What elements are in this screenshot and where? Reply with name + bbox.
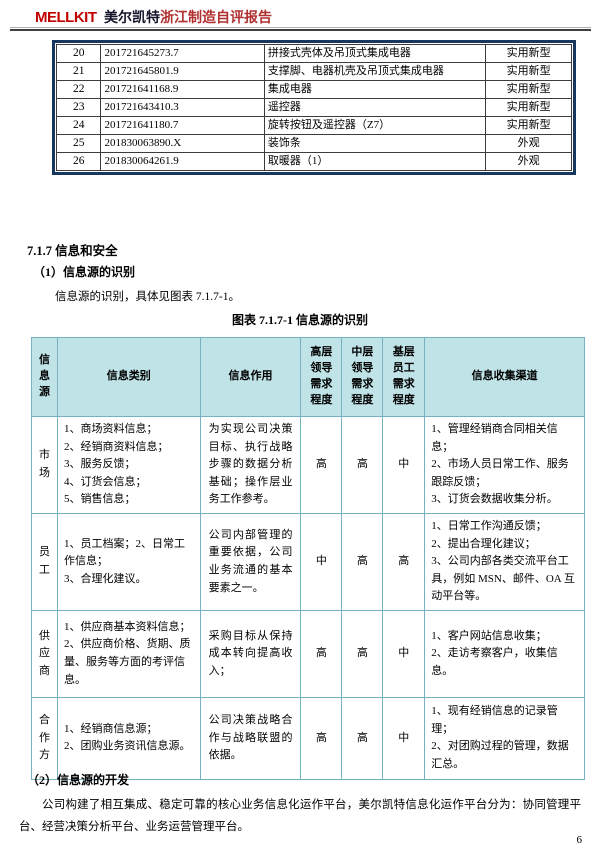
info-role-cell: 采购目标从保持成本转向提高收入； [199,609,302,698]
demand-senior-cell: 高 [300,416,343,514]
demand-grassroots-cell: 高 [382,512,426,611]
demand-senior-cell: 高 [300,696,343,780]
demand-middle-cell: 高 [341,696,384,780]
patent-number-cell: 201721645801.9 [100,62,265,81]
patents-table-row: 21 201721645801.9 支撑脚、电器机壳及吊顶式集成电器 实用新型 [55,62,572,81]
info-table-row: 员 工 1、员工档案；2、日常工作信息； 3、合理化建议。 公司内部管理的重要依… [31,512,585,611]
patent-type-cell: 外观 [485,152,572,171]
page-number: 6 [576,834,583,846]
patent-index-cell: 21 [55,62,102,81]
demand-middle-cell: 高 [341,512,384,611]
col-header-middle-demand: 中层 领导 需求 程度 [341,337,384,417]
col-header-senior-demand: 高层 领导 需求 程度 [300,337,343,417]
demand-grassroots-cell: 中 [382,416,426,514]
demand-middle-cell: 高 [341,416,384,514]
patent-index-cell: 23 [55,98,102,117]
header-rule [10,27,591,31]
col-header-role: 信息作用 [199,337,302,417]
patents-table: 20 201721645273.7 拼接式壳体及吊顶式集成电器 实用新型 21 … [52,40,576,175]
col-header-source: 信 息 源 [31,337,58,417]
demand-senior-cell: 中 [300,512,343,611]
patent-name-cell: 拼接式壳体及吊顶式集成电器 [263,44,487,63]
patent-index-cell: 24 [55,116,102,135]
patent-type-cell: 实用新型 [485,44,572,63]
info-source-cell: 市 场 [31,416,58,514]
demand-grassroots-cell: 中 [382,696,426,780]
patent-name-cell: 旋转按钮及遥控器（Z7） [263,116,487,135]
info-category-cell: 1、经销商信息源； 2、团购业务资讯信息源。 [56,696,201,780]
info-source-cell: 供 应 商 [31,609,58,698]
info-role-cell: 公司决策战略合作与战略联盟的依据。 [199,696,302,780]
patent-name-cell: 支撑脚、电器机壳及吊顶式集成电器 [263,62,487,81]
brand-logo-text: MELLKIT [35,9,97,26]
col-header-category: 信息类别 [56,337,201,417]
patent-name-cell: 遥控器 [263,98,487,117]
col-header-channels: 信息收集渠道 [424,337,585,417]
info-role-cell: 公司内部管理的重要依据，公司业务流通的基本要素之一。 [199,512,302,611]
table-caption: 图表 7.1.7-1 信息源的识别 [232,313,368,327]
report-title: 浙江制造自评报告 [160,11,272,26]
patents-table-row: 20 201721645273.7 拼接式壳体及吊顶式集成电器 实用新型 [55,44,572,63]
patent-index-cell: 22 [55,80,102,99]
patent-index-cell: 20 [55,44,102,63]
patent-number-cell: 201830064261.9 [100,152,265,171]
info-channels-cell: 1、日常工作沟通反馈； 2、提出合理化建议； 3、公司内部各类交流平台工具，例如… [424,512,585,611]
info-source-cell: 员 工 [31,512,58,611]
patent-type-cell: 外观 [485,134,572,153]
subsection-2-heading: （2）信息源的开发 [27,773,130,787]
patent-number-cell: 201721643410.3 [100,98,265,117]
patent-number-cell: 201830063890.X [100,134,265,153]
patents-table-row: 23 201721643410.3 遥控器 实用新型 [55,98,572,117]
info-category-cell: 1、员工档案；2、日常工作信息； 3、合理化建议。 [56,512,201,611]
patents-table-row: 26 201830064261.9 取暖器（1） 外观 [55,152,572,171]
info-table-header-row: 信 息 源 信息类别 信息作用 高层 领导 需求 程度 中层 领导 需求 程度 … [31,337,585,417]
patent-name-cell: 取暖器（1） [263,152,487,171]
info-channels-cell: 1、管理经销商合同相关信息； 2、市场人员日常工作、服务跟踪反馈； 3、订货会数… [424,416,585,514]
patents-table-row: 25 201830063890.X 装饰条 外观 [55,134,572,153]
patent-type-cell: 实用新型 [485,80,572,99]
demand-senior-cell: 高 [300,609,343,698]
info-category-cell: 1、商场资料信息； 2、经销商资料信息； 3、服务反馈； 4、订货会信息； 5、… [56,416,201,514]
info-table-row: 供 应 商 1、供应商基本资料信息； 2、供应商价格、货期、质量、服务等方面的考… [31,609,585,698]
patent-name-cell: 集成电器 [263,80,487,99]
patent-name-cell: 装饰条 [263,134,487,153]
patents-table-row: 22 201721641168.9 集成电器 实用新型 [55,80,572,99]
demand-grassroots-cell: 中 [382,609,426,698]
section-heading: 7.1.7 信息和安全 [27,244,118,258]
patent-type-cell: 实用新型 [485,98,572,117]
info-source-cell: 合 作 方 [31,696,58,780]
patents-table-row: 24 201721641180.7 旋转按钮及遥控器（Z7） 实用新型 [55,116,572,135]
patent-number-cell: 201721645273.7 [100,44,265,63]
patent-index-cell: 25 [55,134,102,153]
info-channels-cell: 1、客户网站信息收集； 2、走访考察客户，收集信息。 [424,609,585,698]
patent-number-cell: 201721641168.9 [100,80,265,99]
development-paragraph: 公司构建了相互集成、稳定可靠的核心业务信息化运作平台，美尔凯特信息化运作平台分为… [19,799,581,833]
info-table-row: 市 场 1、商场资料信息； 2、经销商资料信息； 3、服务反馈； 4、订货会信息… [31,416,585,514]
info-category-cell: 1、供应商基本资料信息； 2、供应商价格、货期、质量、服务等方面的考评信息。 [56,609,201,698]
col-header-grassroots-demand: 基层 员工 需求 程度 [382,337,426,417]
info-source-table: 信 息 源 信息类别 信息作用 高层 领导 需求 程度 中层 领导 需求 程度 … [31,337,585,780]
demand-middle-cell: 高 [341,609,384,698]
intro-paragraph: 信息源的识别，具体见图表 7.1.7-1。 [55,291,240,303]
report-header: MELLKIT 美尔凯特浙江制造自评报告 [35,7,272,27]
subsection-1-heading: （1）信息源的识别 [33,265,136,279]
info-channels-cell: 1、现有经销信息的记录管理； 2、对团购过程的管理，数据汇总。 [424,696,585,780]
patent-type-cell: 实用新型 [485,116,572,135]
patent-type-cell: 实用新型 [485,62,572,81]
company-name: 美尔凯特 [104,11,160,26]
info-table-row: 合 作 方 1、经销商信息源； 2、团购业务资讯信息源。 公司决策战略合作与战略… [31,696,585,780]
info-role-cell: 为实现公司决策目标、执行战略步骤的数据分析基础；操作层业务工作参考。 [199,416,302,514]
patent-number-cell: 201721641180.7 [100,116,265,135]
patent-index-cell: 26 [55,152,102,171]
